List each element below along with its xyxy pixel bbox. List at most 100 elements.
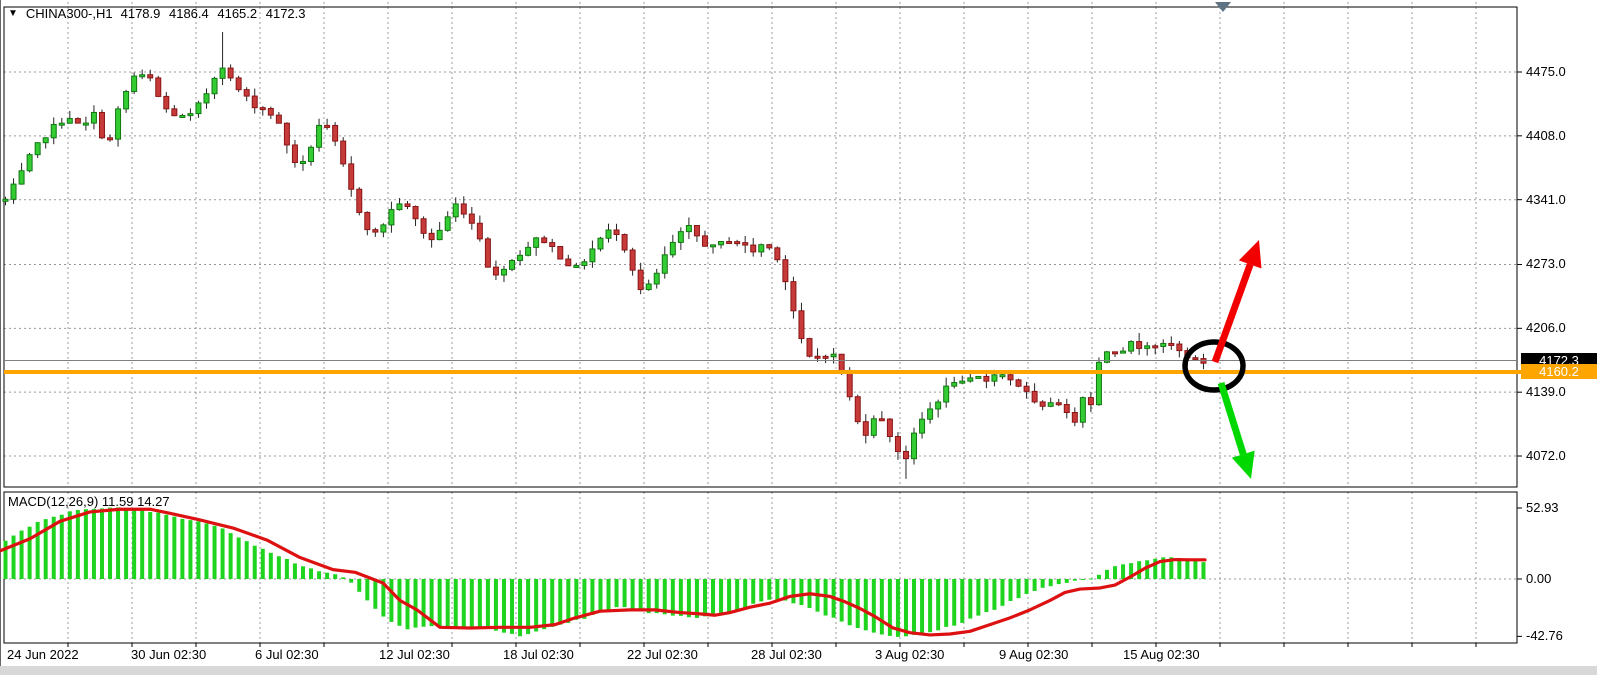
candle-bullish — [90, 111, 97, 124]
candle-bullish — [661, 254, 668, 274]
bearish-arrow-annotation-shaft[interactable] — [1217, 381, 1247, 456]
price-axis-label: 4072.0 — [1526, 448, 1566, 464]
macd-histogram-bar — [124, 508, 129, 579]
candle-bearish — [637, 269, 644, 291]
macd-histogram — [3, 507, 1206, 637]
macd-histogram-bar — [686, 579, 691, 618]
candle-bearish — [372, 229, 379, 233]
candle-bullish — [203, 93, 210, 104]
macd-histogram-bar — [252, 545, 257, 579]
macd-histogram-bar — [83, 509, 88, 579]
candle-bearish — [340, 140, 347, 165]
macd-histogram-bar — [928, 579, 933, 633]
candle-bullish — [436, 229, 443, 241]
candle-bullish — [1079, 397, 1086, 423]
candle-bearish — [1031, 390, 1038, 403]
candle-bearish — [492, 266, 499, 276]
macd-histogram-bar — [132, 508, 137, 579]
candle-bullish — [10, 183, 17, 200]
bullish-arrow-annotation-shaft[interactable] — [1211, 263, 1254, 364]
candle-bearish — [1071, 412, 1078, 423]
candle-bullish — [951, 382, 958, 387]
macd-histogram-bar — [719, 579, 724, 614]
candle-bullish — [509, 260, 516, 270]
price-axis-label: 4408.0 — [1526, 127, 1566, 143]
candle-bearish — [878, 418, 885, 422]
candle-bullish — [1103, 351, 1110, 363]
macd-histogram-bar — [236, 537, 241, 579]
macd-histogram-bar — [614, 579, 619, 608]
macd-histogram-bar — [59, 514, 64, 579]
macd-histogram-bar — [662, 579, 667, 615]
candle-bullish — [645, 283, 652, 291]
candlesticks-layer — [2, 31, 1207, 479]
macd-histogram-bar — [397, 579, 402, 626]
candle-bullish — [299, 161, 306, 165]
macd-histogram-bar — [325, 572, 330, 579]
macd-histogram-bar — [1024, 579, 1029, 595]
macd-histogram-bar — [156, 512, 161, 579]
ohlc-collapse-icon[interactable]: ▼ — [8, 8, 18, 19]
macd-histogram-bar — [493, 579, 498, 631]
macd-histogram-bar — [984, 579, 989, 613]
candle-bearish — [291, 144, 298, 164]
macd-histogram-bar — [630, 579, 635, 609]
macd-histogram-bar — [574, 579, 579, 620]
candle-bearish — [693, 225, 700, 237]
candle-bearish — [74, 118, 81, 124]
macd-histogram-bar — [148, 512, 153, 579]
candle-bearish — [1015, 379, 1022, 387]
candle-bullish — [50, 123, 57, 139]
macd-histogram-bar — [365, 579, 370, 601]
macd-histogram-bar — [903, 579, 908, 637]
macd-histogram-bar — [743, 579, 748, 608]
macd-histogram-bar — [381, 579, 386, 617]
candle-bearish — [171, 108, 178, 117]
candle-bearish — [541, 237, 548, 244]
candle-bullish — [967, 377, 974, 382]
candle-bullish — [830, 353, 837, 358]
bearish-arrow-annotation-head[interactable] — [1231, 450, 1255, 479]
candle-bearish — [404, 203, 411, 207]
macd-histogram-bar — [1129, 563, 1134, 579]
macd-histogram-bar — [887, 579, 892, 636]
macd-histogram-bar — [654, 579, 659, 614]
candle-bullish — [975, 375, 982, 379]
macd-axis-label: -42.76 — [1526, 628, 1563, 644]
candle-bearish — [259, 107, 266, 111]
candle-bearish — [774, 247, 781, 261]
macd-histogram-bar — [284, 558, 289, 579]
candle-bearish — [862, 421, 869, 436]
macd-histogram-bar — [1056, 579, 1061, 585]
macd-histogram-bar — [220, 528, 225, 579]
candle-bearish — [902, 450, 909, 460]
macd-histogram-bar — [783, 579, 788, 601]
ohlc-values: 4178.9 4186.4 4165.2 4172.3 — [120, 6, 306, 21]
macd-histogram-bar — [501, 579, 506, 633]
bullish-arrow-annotation-head[interactable] — [1238, 240, 1262, 269]
candle-bullish — [388, 209, 395, 226]
macd-histogram-bar — [91, 508, 96, 579]
time-axis-label: 18 Jul 02:30 — [503, 647, 574, 662]
macd-histogram-bar — [43, 519, 48, 579]
macd-histogram-bar — [373, 579, 378, 609]
candle-bearish — [484, 238, 491, 268]
price-axis-label: 4341.0 — [1526, 191, 1566, 207]
candle-bearish — [1023, 385, 1030, 392]
highlight-circle-annotation[interactable] — [1182, 339, 1246, 393]
macd-histogram-bar — [3, 540, 8, 579]
macd-histogram-bar — [936, 579, 941, 631]
macd-axis-label: 52.93 — [1526, 499, 1559, 515]
candle-bearish — [163, 95, 170, 110]
macd-histogram-bar — [349, 579, 354, 583]
chart-shift-marker-icon[interactable] — [1215, 2, 1231, 12]
candle-bearish — [428, 232, 435, 241]
candle-bullish — [911, 432, 918, 460]
candle-bullish — [758, 244, 765, 253]
candle-bullish — [517, 254, 524, 262]
macd-indicator-label: MACD(12,26,9) 11.59 14.27 — [8, 494, 170, 509]
macd-histogram-bar — [228, 533, 233, 579]
macd-histogram-bar — [276, 556, 281, 579]
macd-histogram-bar — [526, 579, 531, 635]
